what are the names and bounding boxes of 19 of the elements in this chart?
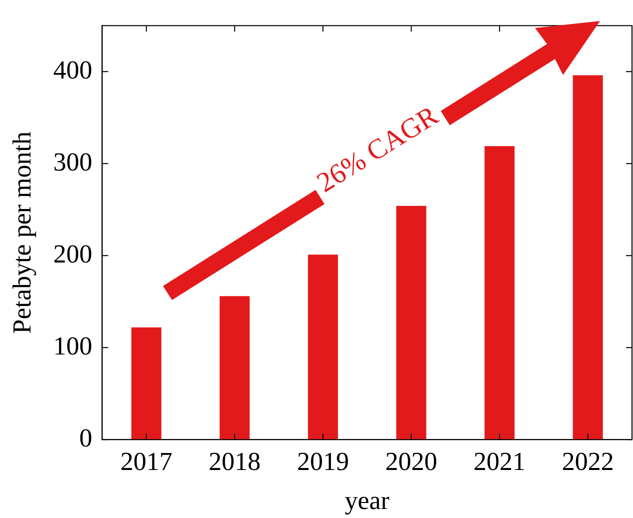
y-tick-label: 0 <box>79 423 92 452</box>
x-tick-label: 2018 <box>208 447 261 476</box>
y-tick-label: 400 <box>53 55 92 84</box>
x-tick-label: 2019 <box>296 447 349 476</box>
bar <box>572 75 603 440</box>
bar <box>484 146 515 440</box>
y-tick-label: 100 <box>53 331 92 360</box>
x-tick-label: 2022 <box>562 447 614 476</box>
y-tick-label: 300 <box>53 147 92 176</box>
x-tick-label: 2017 <box>120 447 172 476</box>
x-tick-label: 2020 <box>385 447 438 476</box>
x-tick-label: 2021 <box>474 447 526 476</box>
x-axis-title: year <box>344 486 390 516</box>
bar <box>396 206 426 440</box>
bar <box>220 296 250 440</box>
y-axis-title: Petabyte per month <box>7 132 36 334</box>
bar <box>308 254 338 440</box>
y-tick-label: 200 <box>53 239 92 268</box>
bar <box>131 327 162 440</box>
